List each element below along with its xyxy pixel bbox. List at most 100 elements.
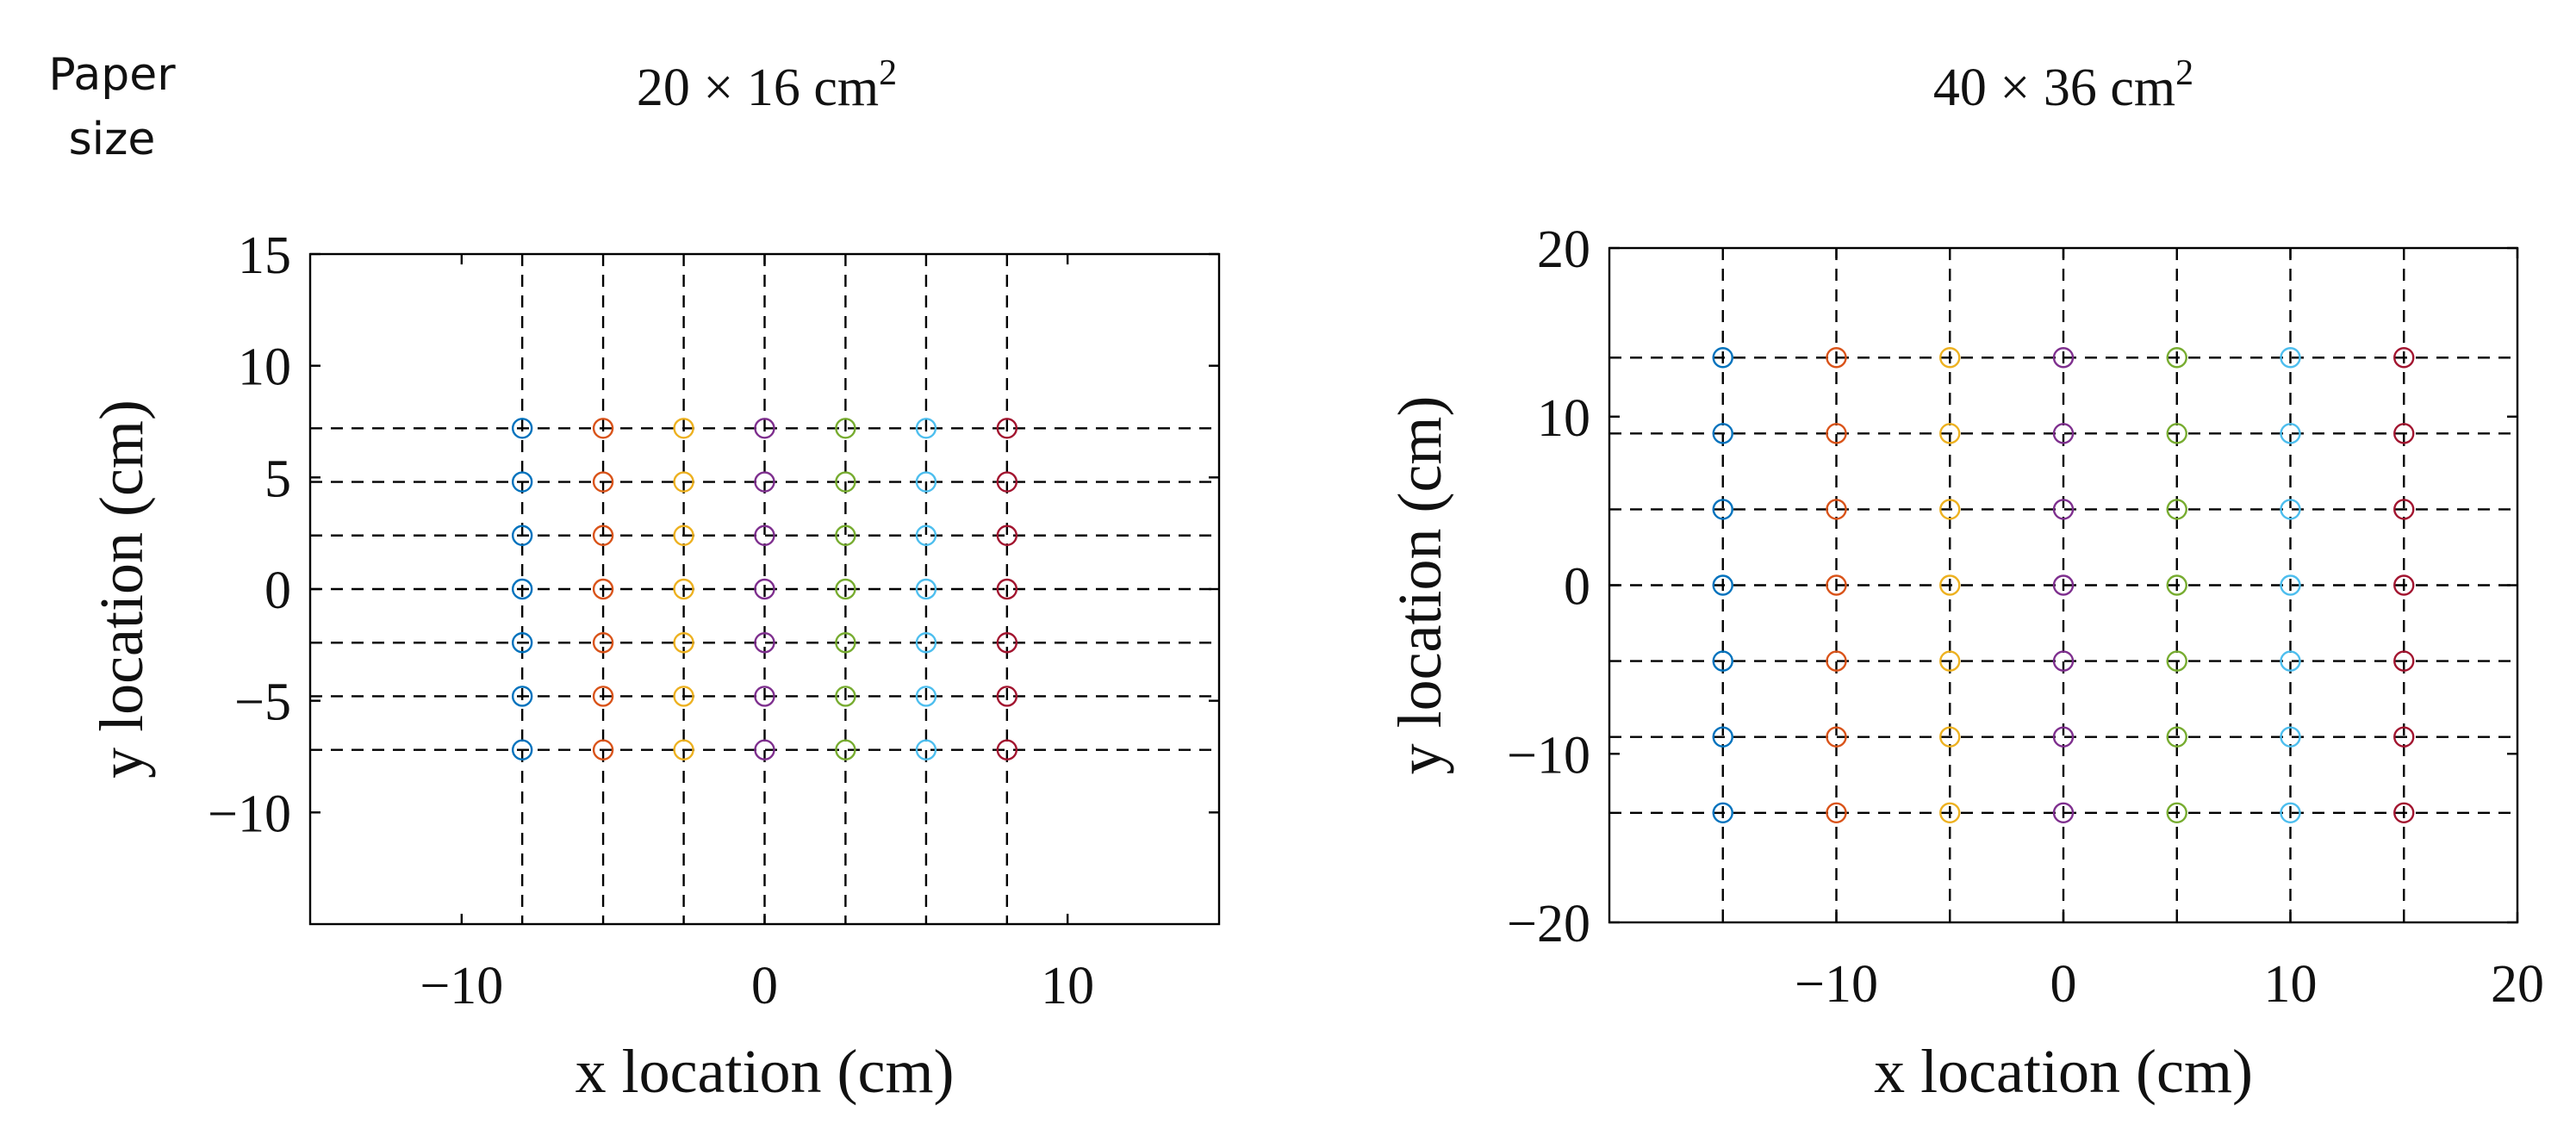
data-point: [2166, 574, 2187, 596]
data-point: [2052, 650, 2075, 672]
data-point: [1712, 650, 1733, 672]
y-axis-label: y location (cm): [1385, 396, 1454, 775]
data-point: [915, 632, 937, 654]
data-point: [1826, 423, 1847, 444]
data-point: [1712, 726, 1733, 748]
data-point: [1826, 347, 1847, 369]
data-point: [915, 578, 937, 600]
y-tick-label: 15: [238, 227, 291, 285]
data-point: [1712, 423, 1733, 444]
data-point: [2393, 574, 2415, 596]
y-tick-label: −10: [1507, 726, 1590, 785]
chart-title-base: 40 × 36 cm: [1933, 59, 2175, 117]
paper-size-label-line2: size: [68, 114, 156, 166]
data-point: [996, 739, 1018, 760]
data-point: [511, 578, 533, 600]
data-point: [1939, 499, 1961, 520]
data-point: [754, 578, 775, 600]
data-point: [1712, 802, 1733, 823]
data-point: [592, 632, 614, 654]
data-point: [915, 524, 937, 546]
data-point: [996, 632, 1018, 654]
data-point: [1826, 499, 1847, 520]
chart-title: 20 × 16 cm2: [637, 53, 897, 117]
data-point: [835, 686, 856, 707]
x-tick-label: 10: [2264, 955, 2318, 1014]
chart-left: −10 0 10 −10 −5 0 5 10 15 x location (cm) y locati…: [87, 53, 1221, 1106]
data-point: [2393, 802, 2415, 823]
data-point: [1939, 423, 1961, 444]
data-point: [1712, 499, 1733, 520]
data-point: [1826, 726, 1847, 748]
x-tick-label: −10: [1795, 955, 1878, 1014]
y-tick-label: −10: [208, 785, 291, 843]
data-point: [673, 471, 694, 493]
data-point: [1939, 650, 1961, 672]
data-point: [1826, 574, 1847, 596]
data-point: [2280, 499, 2301, 520]
data-point: [754, 686, 775, 707]
data-point: [673, 418, 694, 439]
y-tick-label: 0: [1564, 558, 1590, 617]
data-point: [673, 686, 694, 707]
data-point: [511, 418, 533, 439]
data-point: [835, 524, 856, 546]
data-point: [2052, 347, 2075, 369]
data-point: [835, 471, 856, 493]
data-point: [511, 632, 533, 654]
x-tick-label: 0: [2050, 955, 2077, 1014]
data-point: [835, 632, 856, 654]
data-point: [835, 578, 856, 600]
data-point: [592, 739, 614, 760]
chart-right: −10 0 10 20 −20 −10 0 10 20 x location (cm) y loca…: [1385, 53, 2544, 1106]
data-point: [2280, 423, 2301, 444]
chart-title-superscript: 2: [879, 53, 897, 93]
data-point: [2166, 423, 2187, 444]
data-point: [996, 418, 1018, 439]
data-point: [996, 471, 1018, 493]
x-axis-label: x location (cm): [576, 1037, 955, 1106]
data-point: [996, 578, 1018, 600]
x-tick-label: 0: [751, 957, 778, 1015]
data-point: [511, 524, 533, 546]
data-point: [511, 471, 533, 493]
data-point: [754, 524, 775, 546]
data-point: [2393, 347, 2415, 369]
chart-title-superscript: 2: [2175, 53, 2193, 93]
y-axis-label: y location (cm): [87, 400, 156, 779]
data-point: [2280, 347, 2301, 369]
data-point: [1712, 574, 1733, 596]
x-tick-label: 10: [1041, 957, 1094, 1015]
data-point: [2393, 423, 2415, 444]
data-point: [673, 578, 694, 600]
data-point: [2052, 423, 2075, 444]
y-tick-label: 10: [238, 338, 291, 397]
data-point: [2280, 650, 2301, 672]
data-point: [1712, 347, 1733, 369]
y-tick-label: 20: [1537, 220, 1590, 279]
data-point: [915, 471, 937, 493]
data-point: [2166, 726, 2187, 748]
x-tick-label: −10: [420, 957, 503, 1015]
data-point: [2166, 499, 2187, 520]
data-point: [754, 632, 775, 654]
data-point: [511, 739, 533, 760]
data-point: [1826, 650, 1847, 672]
data-point: [1939, 347, 1961, 369]
data-point: [673, 524, 694, 546]
data-point: [592, 578, 614, 600]
data-point: [1939, 726, 1961, 748]
data-point: [673, 739, 694, 760]
data-point: [592, 524, 614, 546]
x-axis-label: x location (cm): [1874, 1037, 2253, 1106]
data-point: [2166, 802, 2187, 823]
data-point: [915, 418, 937, 439]
data-point: [1939, 802, 1961, 823]
data-point: [2393, 499, 2415, 520]
data-point: [996, 524, 1018, 546]
chart-title-base: 20 × 16 cm: [637, 59, 879, 117]
data-point: [2393, 650, 2415, 672]
y-tick-label: 0: [264, 562, 291, 620]
y-tick-label: −5: [234, 673, 291, 732]
